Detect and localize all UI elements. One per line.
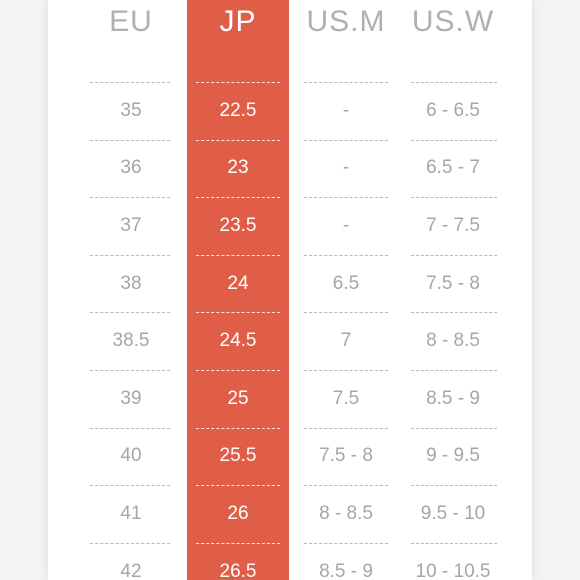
row-divider: [196, 485, 280, 486]
row-divider: [196, 255, 280, 256]
header-eu: EU: [109, 5, 153, 38]
cell-us-w: 8 - 8.5: [426, 330, 480, 351]
jp-column-highlight: [187, 0, 289, 580]
cell-jp: 26.5: [219, 561, 257, 580]
cell-eu: 36: [120, 157, 142, 178]
row-divider: [196, 428, 280, 429]
row-divider: [196, 197, 280, 198]
cell-us-w: 7 - 7.5: [426, 215, 480, 236]
cell-jp: 22.5: [219, 100, 257, 121]
cell-jp: 26: [227, 503, 249, 524]
row-divider: [90, 370, 170, 371]
cell-us-w: 10 - 10.5: [415, 561, 491, 580]
cell-us-m: 7.5: [332, 388, 360, 409]
row-divider: [304, 255, 388, 256]
cell-us-m: 8 - 8.5: [319, 503, 373, 524]
row-divider: [304, 197, 388, 198]
row-divider: [304, 428, 388, 429]
cell-us-w: 6 - 6.5: [426, 100, 480, 121]
row-divider: [304, 140, 388, 141]
row-divider: [90, 312, 170, 313]
row-divider: [90, 140, 170, 141]
header-us-m: US.M: [306, 5, 386, 38]
row-divider: [304, 82, 388, 83]
cell-jp: 23.5: [219, 215, 257, 236]
cell-us-m: 6.5: [332, 273, 360, 294]
cell-eu: 38: [120, 273, 142, 294]
row-divider: [90, 485, 170, 486]
header-us-w: US.W: [411, 5, 495, 38]
cell-jp: 25: [227, 388, 249, 409]
header-jp: JP: [219, 5, 257, 38]
row-divider: [411, 370, 497, 371]
cell-us-w: 6.5 - 7: [426, 157, 480, 178]
cell-us-m: -: [342, 215, 350, 236]
row-divider: [411, 312, 497, 313]
cell-jp: 24: [227, 273, 249, 294]
cell-eu: 35: [120, 100, 142, 121]
cell-us-w: 7.5 - 8: [426, 273, 480, 294]
row-divider: [411, 428, 497, 429]
cell-us-m: 8.5 - 9: [319, 561, 373, 580]
cell-eu: 39: [120, 388, 142, 409]
cell-us-w: 9 - 9.5: [426, 445, 480, 466]
row-divider: [196, 370, 280, 371]
cell-us-m: 7: [340, 330, 352, 351]
row-divider: [90, 82, 170, 83]
row-divider: [304, 543, 388, 544]
cell-eu: 40: [120, 445, 142, 466]
row-divider: [411, 82, 497, 83]
row-divider: [196, 82, 280, 83]
row-divider: [90, 543, 170, 544]
row-divider: [411, 543, 497, 544]
row-divider: [196, 140, 280, 141]
cell-us-m: 7.5 - 8: [319, 445, 373, 466]
row-divider: [411, 140, 497, 141]
row-divider: [304, 312, 388, 313]
row-divider: [196, 312, 280, 313]
size-chart-card: [48, 0, 532, 580]
cell-jp: 23: [227, 157, 249, 178]
row-divider: [90, 428, 170, 429]
cell-jp: 24.5: [219, 330, 257, 351]
cell-us-m: -: [342, 100, 350, 121]
cell-us-w: 9.5 - 10: [420, 503, 486, 524]
row-divider: [411, 197, 497, 198]
row-divider: [304, 370, 388, 371]
cell-eu: 38.5: [112, 330, 150, 351]
cell-eu: 42: [120, 561, 142, 580]
cell-us-m: -: [342, 157, 350, 178]
row-divider: [196, 543, 280, 544]
cell-us-w: 8.5 - 9: [426, 388, 480, 409]
row-divider: [411, 255, 497, 256]
cell-eu: 41: [120, 503, 142, 524]
row-divider: [90, 197, 170, 198]
row-divider: [90, 255, 170, 256]
cell-eu: 37: [120, 215, 142, 236]
row-divider: [304, 485, 388, 486]
row-divider: [411, 485, 497, 486]
cell-jp: 25.5: [219, 445, 257, 466]
